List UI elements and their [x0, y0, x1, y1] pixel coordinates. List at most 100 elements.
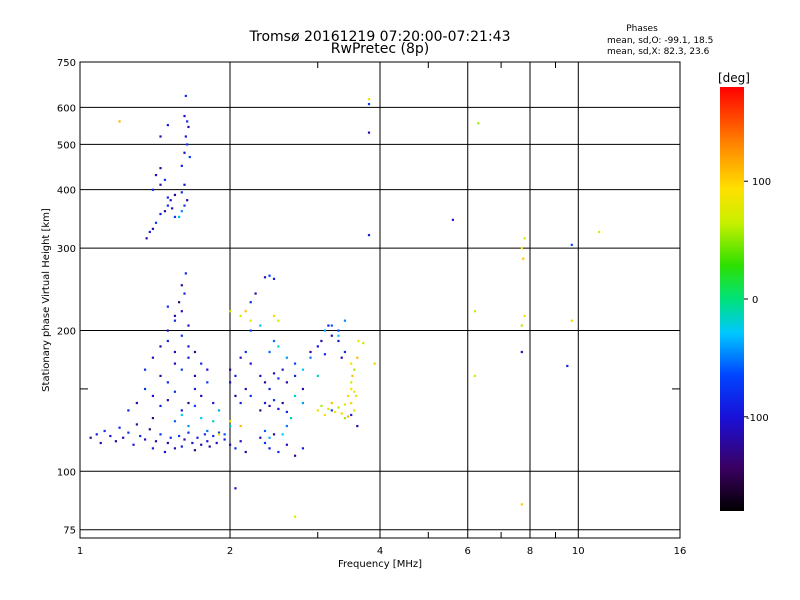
data-point — [206, 368, 209, 371]
y-tick-label: 600 — [57, 103, 76, 114]
y-tick-label: 500 — [57, 140, 76, 151]
data-point — [293, 515, 297, 518]
data-point — [249, 362, 252, 365]
data-point — [173, 215, 177, 219]
data-point — [249, 319, 252, 322]
data-point — [122, 436, 125, 439]
data-point — [166, 339, 169, 343]
data-point — [169, 436, 172, 439]
data-point — [353, 409, 356, 412]
data-point — [356, 424, 359, 428]
data-point — [316, 374, 319, 378]
data-point — [151, 356, 155, 359]
data-point — [200, 443, 203, 446]
data-point — [184, 94, 187, 98]
data-point — [173, 447, 177, 450]
x-tick-label: 8 — [527, 546, 533, 557]
data-point — [350, 401, 353, 405]
data-point — [367, 131, 371, 134]
data-point — [186, 120, 189, 123]
data-point — [154, 173, 158, 177]
data-point — [180, 164, 183, 167]
data-point — [135, 401, 138, 405]
data-point — [229, 368, 232, 371]
data-point — [272, 372, 276, 375]
data-point — [159, 167, 162, 170]
data-point — [180, 284, 183, 287]
data-point — [173, 350, 177, 354]
data-point — [320, 339, 323, 343]
y-axis-ticks: 75 100 200 300 400 500 600 750 — [57, 58, 76, 537]
data-point — [183, 114, 186, 118]
data-point — [196, 436, 199, 439]
data-point — [343, 416, 347, 420]
x-tick-label: 2 — [227, 546, 233, 557]
data-point — [301, 387, 305, 391]
data-point — [249, 329, 252, 332]
data-point — [597, 230, 601, 234]
x-tick-label: 1 — [77, 546, 83, 557]
data-point — [259, 409, 262, 412]
data-point — [272, 277, 276, 280]
data-point — [200, 394, 203, 398]
data-point — [373, 362, 376, 365]
data-point — [354, 394, 358, 398]
data-point — [301, 368, 305, 371]
data-point — [357, 339, 360, 343]
colorbar-tick-label: 0 — [752, 295, 758, 306]
data-point — [244, 310, 247, 313]
data-point — [522, 257, 525, 260]
data-point — [187, 401, 190, 405]
data-point — [148, 428, 151, 431]
data-point — [570, 319, 573, 322]
data-point — [239, 401, 242, 405]
data-point — [229, 443, 232, 446]
data-point — [309, 356, 312, 359]
data-point — [200, 362, 203, 365]
data-point — [180, 334, 183, 337]
data-point — [268, 404, 271, 408]
data-point — [293, 374, 297, 378]
data-point — [151, 394, 155, 398]
data-point — [268, 447, 271, 450]
data-point — [323, 353, 327, 356]
x-tick-label: 6 — [465, 546, 471, 557]
data-point — [173, 319, 177, 322]
data-point — [173, 193, 177, 197]
data-point — [193, 374, 197, 378]
data-point — [154, 440, 158, 443]
data-point — [477, 122, 480, 125]
data-point — [180, 409, 183, 412]
data-point — [212, 434, 215, 438]
colorbar-unit-label: [deg] — [718, 71, 750, 85]
data-point — [566, 364, 569, 368]
data-point — [234, 394, 237, 398]
data-point — [180, 310, 183, 313]
data-point — [203, 433, 206, 436]
data-point — [173, 390, 177, 393]
data-point — [234, 487, 237, 490]
data-point — [183, 292, 186, 295]
data-point — [159, 345, 162, 348]
data-point — [151, 188, 155, 191]
data-point — [281, 433, 284, 436]
data-point — [268, 436, 271, 439]
data-point — [350, 387, 353, 391]
data-point — [177, 301, 181, 304]
data-point — [229, 420, 232, 423]
data-point — [350, 381, 353, 384]
data-point — [177, 434, 181, 438]
data-point — [289, 416, 293, 420]
data-point — [239, 424, 242, 428]
data-point — [163, 178, 167, 181]
data-point — [277, 345, 280, 348]
data-point — [351, 374, 354, 378]
data-point — [239, 440, 242, 443]
data-point — [180, 210, 183, 213]
data-point — [320, 404, 323, 408]
data-point — [316, 409, 319, 412]
data-point — [187, 345, 190, 348]
data-point — [212, 401, 215, 405]
colorbar — [720, 87, 744, 511]
data-point — [166, 204, 169, 207]
